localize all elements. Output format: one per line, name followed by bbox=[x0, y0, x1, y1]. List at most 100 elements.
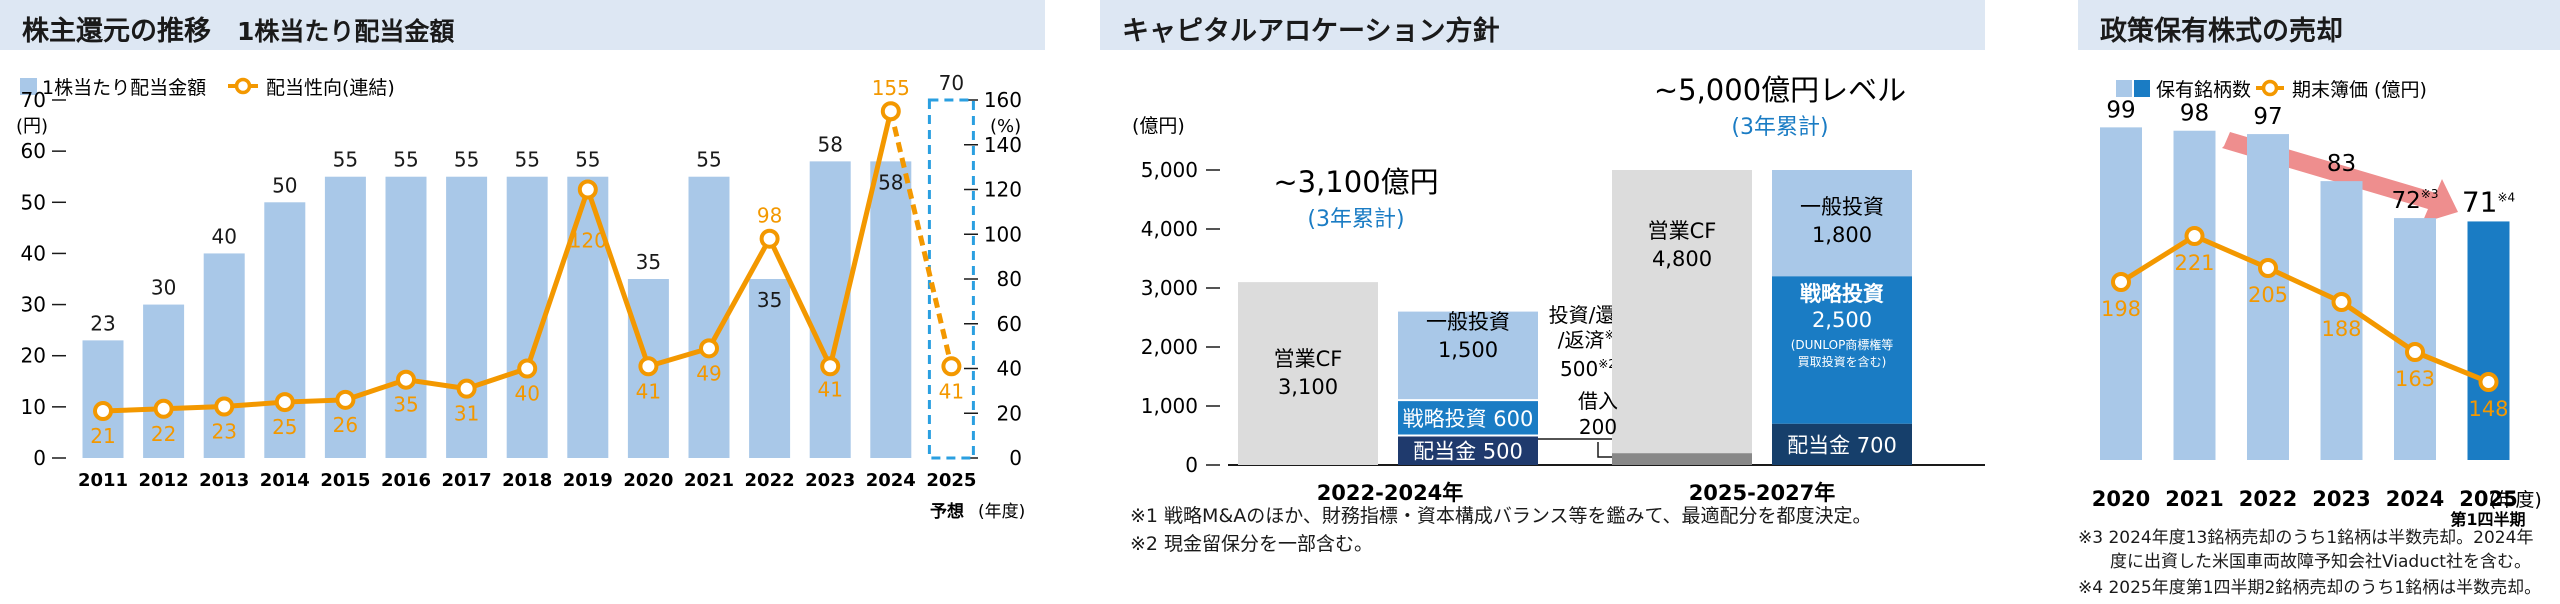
bookvalue-point-label: 148 bbox=[2468, 397, 2508, 421]
holdings-year-label: 2023 bbox=[2312, 487, 2370, 511]
dividend-bar-label: 35 bbox=[757, 288, 782, 312]
capital-tick-label: 3,000 bbox=[1141, 276, 1198, 300]
dividend-panel: 株主還元の推移 1株当たり配当金額 1株当たり配当金額 配当性向(連結) (円) … bbox=[0, 0, 1045, 604]
dividend-bar bbox=[264, 202, 306, 458]
dividend-bar-label: 55 bbox=[393, 148, 418, 172]
right-tick-label: 0 bbox=[1009, 446, 1022, 470]
dividend-bar-label: 58 bbox=[878, 170, 903, 194]
p1-source-bar bbox=[1238, 282, 1378, 465]
capital-tick-label: 0 bbox=[1185, 453, 1198, 477]
payout-point bbox=[941, 356, 962, 377]
bookvalue-line bbox=[2119, 233, 2490, 385]
holdings-bar-label: 99 bbox=[2106, 97, 2135, 123]
bookvalue-point bbox=[2478, 372, 2499, 392]
holdings-chart: 保有銘柄数 期末簿価 (億円) (年度) 第1四半期 99 2020 98 2021 9… bbox=[2092, 79, 2542, 529]
dividend-bar-label: 55 bbox=[514, 148, 539, 172]
payout-point bbox=[517, 358, 538, 379]
holdings-bar-label: 72※3 bbox=[2392, 187, 2439, 214]
holdings-year-label: 2022 bbox=[2239, 487, 2297, 511]
payout-point-label: 22 bbox=[151, 422, 176, 446]
year-tick-label: 2020 bbox=[623, 470, 673, 491]
p1-source-name: 営業CF bbox=[1274, 347, 1343, 371]
p2-source-value: 4,800 bbox=[1652, 247, 1712, 271]
dividend-bar bbox=[688, 176, 730, 458]
right-tick-label: 140 bbox=[984, 133, 1022, 157]
holdings-bar bbox=[2320, 181, 2363, 460]
p1-other-value: 500※2 bbox=[1560, 357, 1616, 381]
dividend-bar-label: 50 bbox=[272, 173, 297, 197]
holdings-note-3b: 度に出資した米国車両故障予知会社Viaduct社を含む。 bbox=[2110, 552, 2531, 572]
bookvalue-point bbox=[2331, 292, 2352, 312]
year-tick-label: 2022 bbox=[745, 470, 795, 491]
holdings-bar bbox=[2173, 130, 2216, 460]
holdings-legend-light-swatch bbox=[2116, 80, 2132, 97]
bookvalue-point bbox=[2405, 342, 2425, 362]
legend-bar-label: 1株当たり配当金額 bbox=[42, 77, 206, 99]
dividend-bar bbox=[567, 176, 609, 458]
p2-strategic-value: 2,500 bbox=[1812, 308, 1872, 332]
payout-point bbox=[880, 101, 901, 122]
year-tick-label: 2015 bbox=[320, 470, 370, 491]
holdings-bar bbox=[2247, 134, 2289, 460]
p2-period-label: 2025-2027年 bbox=[1689, 481, 1836, 505]
p2-general-value: 1,800 bbox=[1812, 223, 1872, 247]
legend-line-marker bbox=[234, 77, 252, 95]
holdings-bar bbox=[2394, 218, 2436, 460]
p1-use-bar bbox=[1398, 435, 1538, 465]
payout-point bbox=[820, 356, 841, 377]
payout-point bbox=[699, 338, 719, 359]
bookvalue-point-label: 163 bbox=[2395, 367, 2435, 391]
payout-point-label: 25 bbox=[272, 415, 297, 439]
capital-tick-label: 2,000 bbox=[1141, 335, 1198, 359]
left-tick-label: 10 bbox=[21, 395, 46, 419]
holdings-title: 政策保有株式の売却 bbox=[2100, 16, 2343, 47]
payout-point-label: 120 bbox=[569, 229, 607, 253]
holdings-year-label: 2024 bbox=[2386, 487, 2444, 511]
payout-point-label: 41 bbox=[636, 379, 661, 403]
right-tick-label: 120 bbox=[984, 178, 1022, 202]
year-tick-label: 2021 bbox=[684, 470, 734, 491]
payout-point-label: 21 bbox=[90, 424, 115, 448]
payout-point bbox=[638, 356, 659, 377]
p2-strategic-sub1: (DUNLOP商標権等 bbox=[1791, 337, 1894, 352]
payout-line bbox=[102, 110, 894, 414]
payout-point bbox=[456, 378, 477, 399]
payout-point-label: 155 bbox=[872, 76, 910, 100]
holdings-year-unit: (年度) bbox=[2489, 489, 2542, 511]
payout-point-label: 26 bbox=[333, 413, 358, 437]
year-tick-label: 2012 bbox=[139, 470, 189, 491]
holdings-legend-line-label: 期末簿価 (億円) bbox=[2292, 79, 2427, 101]
holdings-year-label: 2021 bbox=[2165, 487, 2223, 511]
p1-dividend-label: 配当金 500 bbox=[1413, 439, 1523, 463]
holdings-note-4: ※4 2025年度第1四半期2銘柄売却のうち1銘柄は半数売却。 bbox=[2078, 578, 2542, 598]
holdings-last-sub: 第1四半期 bbox=[2450, 510, 2525, 529]
payout-point-label: 41 bbox=[939, 379, 964, 403]
holdings-note-3a: ※3 2024年度13銘柄売却のうち1銘柄は半数売却。2024年 bbox=[2078, 528, 2534, 548]
holdings-panel: 政策保有株式の売却 保有銘柄数 期末簿価 (億円) (年度) 第1四半期 99 2… bbox=[2078, 0, 2560, 604]
p2-strategic-name: 戦略投資 bbox=[1800, 282, 1884, 306]
capital-unit: (億円) bbox=[1132, 115, 1185, 137]
dividend-bar bbox=[82, 340, 124, 458]
left-axis-unit: (円) bbox=[16, 116, 48, 137]
p1-general-value: 1,500 bbox=[1438, 338, 1498, 362]
capital-note-1: ※1 戦略M&Aのほか、財務指標・資本構成バランス等を鑑みて、最適配分を都度決定… bbox=[1130, 505, 1872, 527]
capital-note-2: ※2 現金留保分を一部含む。 bbox=[1130, 533, 1374, 555]
year-tick-label: 2014 bbox=[260, 470, 310, 491]
dividend-bar-label: 55 bbox=[333, 148, 358, 172]
dividend-bar-label: 55 bbox=[575, 148, 600, 172]
holdings-bar-label: 98 bbox=[2180, 101, 2209, 127]
capital-panel: キャピタルアロケーション方針 (億円) 0 1,000 2,000 3,000 4,00… bbox=[1100, 0, 2000, 604]
p2-use-bar bbox=[1772, 276, 1912, 424]
p1-total-sub: (3年累計) bbox=[1307, 207, 1404, 232]
holdings-header: 政策保有株式の売却 bbox=[2078, 0, 2560, 50]
p2-total-sub: (3年累計) bbox=[1731, 115, 1828, 140]
dividend-bar bbox=[324, 176, 366, 458]
p2-borrow-value: 200 bbox=[1579, 415, 1617, 439]
dividend-bar-label: 23 bbox=[90, 311, 115, 335]
holdings-bar-label: 83 bbox=[2327, 151, 2356, 177]
payout-point-label: 23 bbox=[211, 420, 236, 444]
year-tick-label: 2024 bbox=[866, 470, 916, 491]
p1-total-label: ~3,100億円 bbox=[1273, 165, 1438, 199]
p2-borrow-bar bbox=[1612, 453, 1752, 465]
right-tick-label: 100 bbox=[984, 222, 1022, 246]
